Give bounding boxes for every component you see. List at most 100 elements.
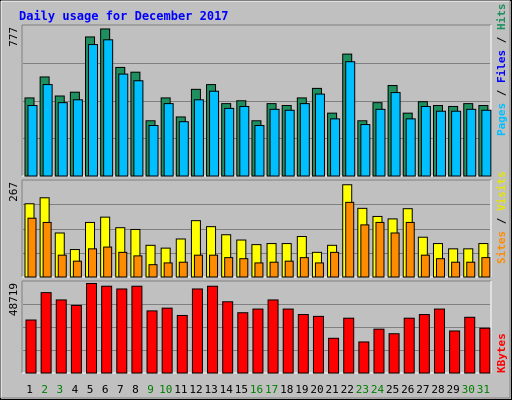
bar-files (345, 61, 356, 177)
bar-files (193, 99, 204, 177)
bar-files (269, 108, 280, 177)
bar-kbytes (297, 314, 309, 374)
x-tick-label: 19 (295, 383, 308, 396)
bar-kbytes (70, 304, 82, 374)
bar-files (451, 110, 462, 177)
bar-sites (360, 224, 370, 278)
bar-kbytes (191, 288, 203, 374)
x-tick-label: 23 (356, 383, 369, 396)
bar-kbytes (176, 314, 188, 374)
legend-kbytes: KBytes (495, 333, 508, 373)
x-tick-label: 16 (250, 383, 263, 396)
bar-kbytes (146, 310, 158, 374)
bar-files (420, 105, 431, 177)
bar-files (466, 108, 477, 177)
bar-sites (72, 260, 82, 278)
legend-sep: / (495, 83, 508, 103)
bar-files (254, 125, 265, 177)
x-tick-label: 31 (477, 383, 490, 396)
bar-sites (435, 258, 445, 278)
chart-title: Daily usage for December 2017 (19, 9, 229, 23)
x-tick-label: 8 (132, 383, 139, 396)
y-max-label-kbytes: 48719 (7, 283, 20, 316)
bar-files (27, 105, 38, 177)
bar-kbytes (252, 308, 264, 374)
bar-sites (103, 246, 113, 278)
x-tick-label: 11 (174, 383, 187, 396)
bar-files (42, 84, 53, 177)
legend-visits: Visits (495, 171, 508, 211)
bar-kbytes (343, 317, 355, 374)
bar-sites (405, 221, 415, 278)
x-tick-label: 3 (57, 383, 64, 396)
bar-sites (314, 262, 324, 278)
bar-files (133, 80, 144, 177)
bar-sites (193, 254, 203, 278)
bar-sites (420, 254, 430, 278)
x-tick-label: 30 (462, 383, 475, 396)
x-tick-label: 26 (401, 383, 414, 396)
bar-sites (239, 258, 249, 278)
bar-files (224, 107, 235, 177)
bar-sites (466, 261, 476, 278)
bar-files (435, 110, 446, 177)
x-tick-label: 25 (386, 383, 399, 396)
bar-kbytes (328, 337, 340, 374)
bar-files (72, 99, 83, 177)
bar-sites (330, 251, 340, 278)
x-tick-label: 6 (102, 383, 109, 396)
legend-hits: Hits (495, 4, 508, 31)
bar-kbytes (433, 308, 445, 374)
bar-sites (209, 254, 219, 278)
x-tick-label: 2 (41, 383, 48, 396)
bar-sites (299, 257, 309, 278)
legend-bottom: KBytes (495, 333, 508, 373)
bar-kbytes (237, 312, 249, 374)
bar-files (405, 118, 416, 177)
x-tick-label: 15 (235, 383, 248, 396)
bar-sites (224, 257, 234, 278)
bar-kbytes (40, 292, 52, 374)
bar-kbytes (358, 341, 370, 374)
bar-files (148, 125, 159, 177)
bar-sites (345, 201, 355, 278)
x-tick-label: 14 (220, 383, 234, 396)
bar-kbytes (86, 282, 98, 374)
bar-files (178, 121, 189, 177)
y-max-label-hits: 777 (7, 27, 20, 47)
bar-files (375, 108, 386, 177)
bar-kbytes (373, 328, 385, 374)
legend-top: Pages / Files / Hits (495, 4, 508, 137)
x-tick-label: 12 (189, 383, 202, 396)
bar-sites (254, 262, 264, 278)
x-tick-label: 24 (371, 383, 385, 396)
x-tick-label: 1 (26, 383, 33, 396)
bar-sites (57, 254, 67, 278)
bar-files (103, 39, 114, 177)
legend-sep: / (495, 30, 508, 50)
bar-kbytes (388, 333, 400, 374)
bar-kbytes (207, 285, 219, 374)
bar-sites (27, 217, 37, 278)
bar-kbytes (449, 330, 461, 374)
y-max-label-visits: 267 (7, 182, 20, 202)
bar-kbytes (222, 301, 234, 374)
bar-kbytes (55, 299, 67, 374)
x-tick-label: 17 (265, 383, 278, 396)
x-tick-label: 28 (431, 383, 444, 396)
x-tick-label: 7 (117, 383, 124, 396)
bar-files (57, 102, 68, 177)
bar-sites (148, 264, 158, 278)
bar-sites (481, 257, 491, 278)
bar-kbytes (131, 285, 143, 374)
bar-sites (133, 255, 143, 278)
bar-kbytes (161, 307, 173, 374)
bar-files (209, 90, 220, 177)
x-tick-label: 13 (204, 383, 217, 396)
x-tick-label: 4 (72, 383, 79, 396)
bar-files (284, 109, 295, 177)
legend-files: Files (495, 50, 508, 83)
bar-files (360, 124, 371, 177)
legend-sep: / (495, 211, 508, 231)
